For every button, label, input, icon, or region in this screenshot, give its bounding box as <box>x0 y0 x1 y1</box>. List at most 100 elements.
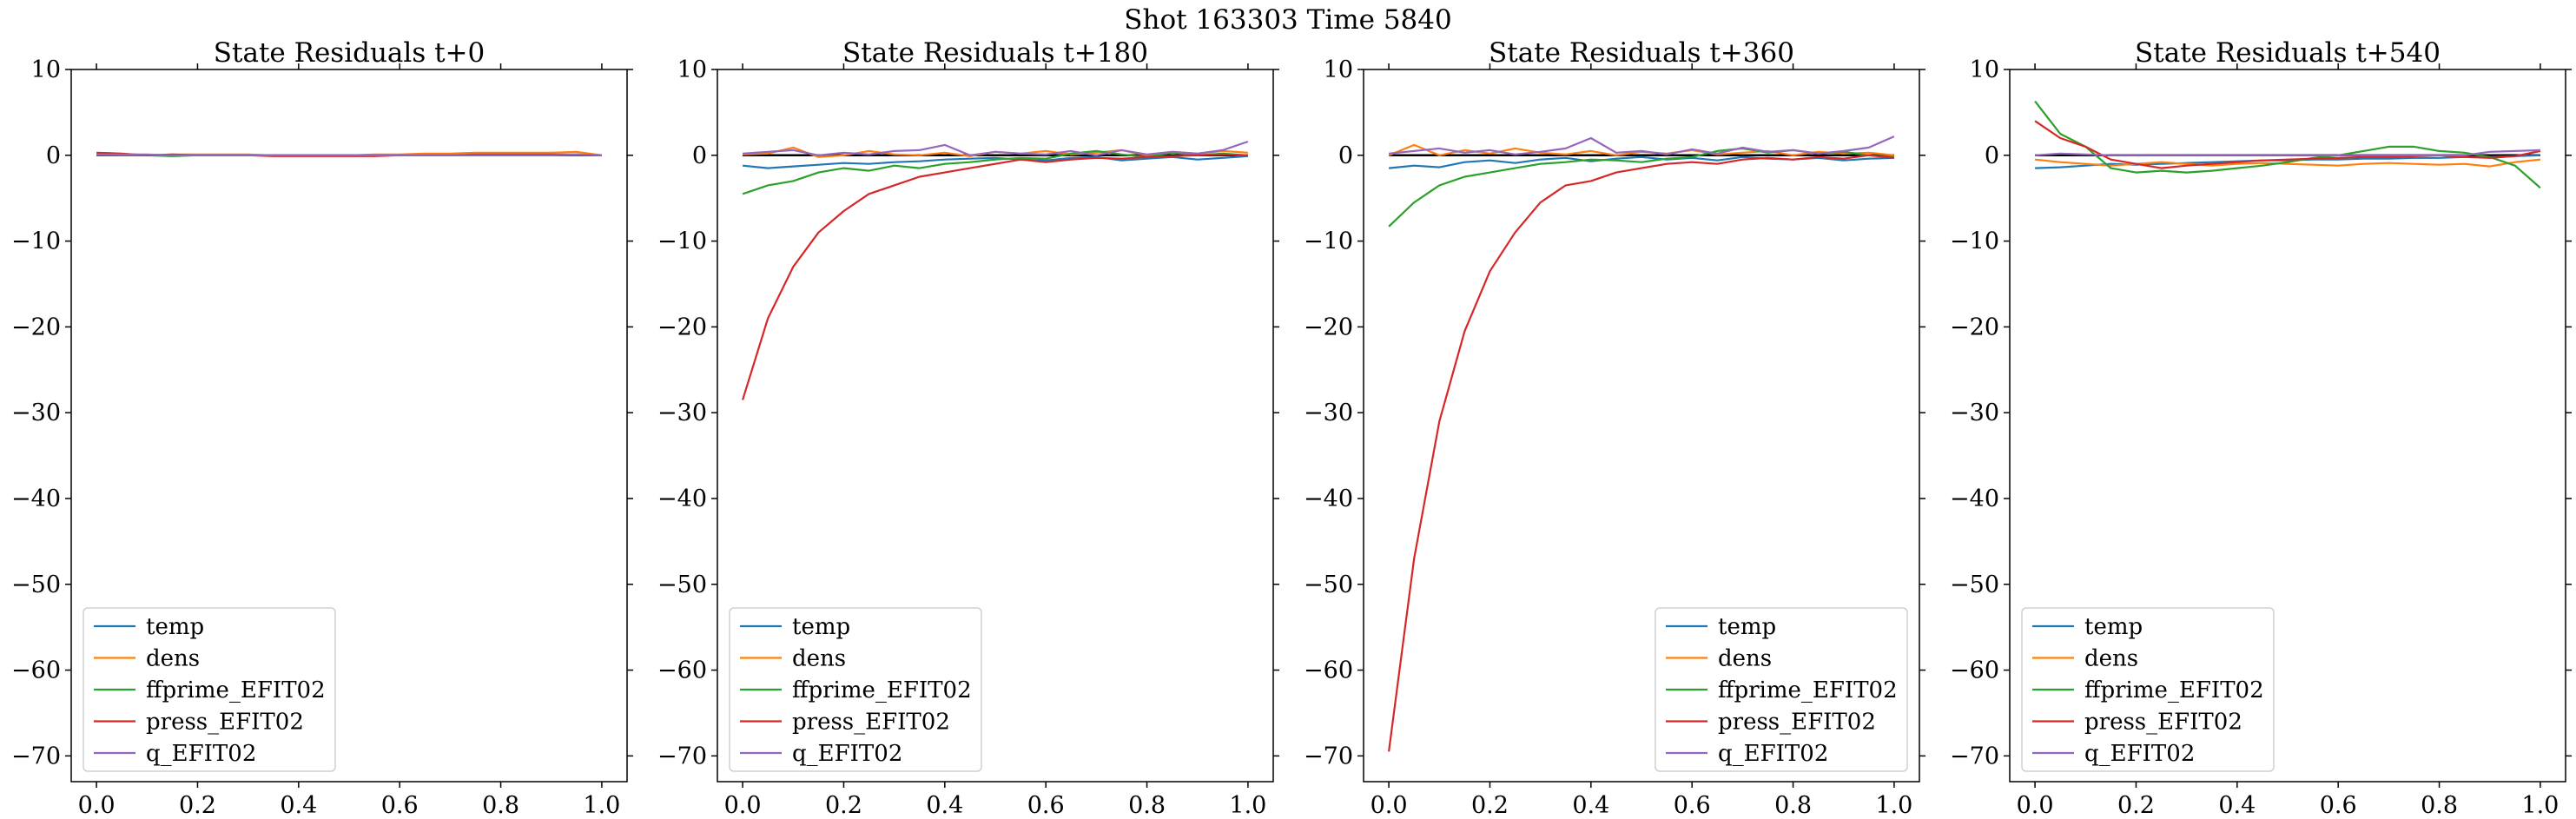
x-tick-label: 0.4 <box>280 792 317 819</box>
x-tick-label: 0.4 <box>926 792 963 819</box>
y-tick-label: −30 <box>11 400 61 426</box>
x-tick-label: 0.4 <box>2218 792 2256 819</box>
legend-label-dens: dens <box>1718 646 1772 672</box>
legend-label-q_EFIT02: q_EFIT02 <box>2084 741 2195 767</box>
series-line-temp <box>742 155 1248 169</box>
y-tick-label: 10 <box>1970 56 1999 83</box>
legend: temp dens ffprime_EFIT02 press_EFIT02 q_EFIT… <box>83 607 336 772</box>
x-tick-label: 0.6 <box>2320 792 2357 819</box>
y-tick-label: −10 <box>11 228 61 255</box>
y-tick-label: −60 <box>11 657 61 684</box>
y-tick-label: −40 <box>1304 485 1353 512</box>
chart-panel-2: State Residuals t+180 10 0 −10 −20 −30 −40 −50 −… <box>657 37 1279 819</box>
legend-label-press_EFIT02: press_EFIT02 <box>146 710 304 736</box>
y-tick-label: 0 <box>46 142 61 169</box>
x-tick-label: 1.0 <box>2521 792 2559 819</box>
y-tick-label: −10 <box>1950 228 1999 255</box>
x-tick-label: 0.2 <box>825 792 862 819</box>
legend: temp dens ffprime_EFIT02 press_EFIT02 q_EFIT… <box>1655 607 1908 772</box>
y-tick-label: −60 <box>1304 657 1353 684</box>
y-tick-label: −30 <box>1304 400 1353 426</box>
chart-panel-3: State Residuals t+360 10 0 −10 −20 −30 −40 −50 −… <box>1304 37 1925 819</box>
y-tick-label: −60 <box>1950 657 1999 684</box>
y-tick-label: −10 <box>1304 228 1353 255</box>
figure-suptitle: Shot 163303 Time 5840 <box>1124 4 1451 36</box>
chart-panel-4: State Residuals t+540 10 0 −10 −20 −30 −40 −50 −… <box>1950 37 2572 819</box>
y-tick-label: −20 <box>11 314 61 340</box>
legend-label-q_EFIT02: q_EFIT02 <box>792 741 902 767</box>
y-tick-label: 0 <box>1985 142 1999 169</box>
axes-frame <box>2009 69 2566 783</box>
y-tick-label: −40 <box>11 485 61 512</box>
y-tick-label: −50 <box>11 571 61 598</box>
legend-label-ffprime_EFIT02: ffprime_EFIT02 <box>146 677 326 703</box>
series-line-press_EFIT02 <box>742 153 1248 400</box>
x-tick-label: 0.0 <box>724 792 762 819</box>
y-tick-label: −30 <box>1950 400 1999 426</box>
chart-title: State Residuals t+360 <box>1489 37 1794 69</box>
y-tick-label: 10 <box>1324 56 1353 83</box>
x-tick-label: 0.2 <box>179 792 216 819</box>
x-tick-label: 0.8 <box>1128 792 1166 819</box>
y-tick-label: −70 <box>1304 743 1353 769</box>
x-tick-label: 0.8 <box>2421 792 2458 819</box>
legend-box <box>2021 607 2275 772</box>
x-tick-label: 1.0 <box>1875 792 1912 819</box>
series-line-dens <box>2034 158 2541 168</box>
y-tick-label: 10 <box>677 56 707 83</box>
x-tick-label: 0.0 <box>1371 792 1408 819</box>
legend: temp dens ffprime_EFIT02 press_EFIT02 q_EFIT… <box>729 607 982 772</box>
axes-frame <box>1363 69 1920 783</box>
x-tick-label: 1.0 <box>583 792 620 819</box>
subplots: State Residuals t+0 10 0 −10 −20 −30 −40 −50 −60… <box>11 37 2572 819</box>
y-tick-label: −50 <box>657 571 707 598</box>
legend-label-q_EFIT02: q_EFIT02 <box>1718 741 1828 767</box>
legend-label-ffprime_EFIT02: ffprime_EFIT02 <box>1718 677 1898 703</box>
legend-label-temp: temp <box>792 614 850 640</box>
x-tick-label: 0.6 <box>1674 792 1711 819</box>
legend-label-temp: temp <box>146 614 204 640</box>
chart-title: State Residuals t+540 <box>2135 37 2441 69</box>
y-tick-label: −10 <box>657 228 707 255</box>
y-tick-label: −50 <box>1950 571 1999 598</box>
series-line-q_EFIT02 <box>2035 149 2540 156</box>
series-line-ffprime_EFIT02 <box>2034 100 2541 189</box>
axes-frame <box>70 69 628 783</box>
x-tick-label: 0.2 <box>1471 792 1509 819</box>
y-tick-label: 0 <box>1338 142 1353 169</box>
y-tick-label: −30 <box>657 400 707 426</box>
y-tick-label: −40 <box>1950 485 1999 512</box>
chart-title: State Residuals t+180 <box>842 37 1148 69</box>
y-tick-label: −70 <box>11 743 61 769</box>
legend-label-temp: temp <box>2084 614 2143 640</box>
legend-label-ffprime_EFIT02: ffprime_EFIT02 <box>792 677 972 703</box>
x-tick-label: 0.6 <box>381 792 419 819</box>
legend: temp dens ffprime_EFIT02 press_EFIT02 q_EFIT… <box>2021 607 2275 772</box>
legend-label-dens: dens <box>146 646 200 672</box>
legend-label-temp: temp <box>1718 614 1776 640</box>
y-tick-label: −50 <box>1304 571 1353 598</box>
legend-label-dens: dens <box>2084 646 2138 672</box>
x-tick-label: 0.6 <box>1027 792 1065 819</box>
legend-label-q_EFIT02: q_EFIT02 <box>146 741 256 767</box>
axes-frame <box>717 69 1274 783</box>
x-tick-label: 0.2 <box>2117 792 2155 819</box>
series-line-press_EFIT02 <box>1388 154 1895 752</box>
x-tick-label: 0.8 <box>482 792 519 819</box>
series-line-press_EFIT02 <box>2034 120 2541 169</box>
legend-label-ffprime_EFIT02: ffprime_EFIT02 <box>2084 677 2264 703</box>
y-tick-label: −60 <box>657 657 707 684</box>
y-tick-label: 10 <box>31 56 61 83</box>
y-tick-label: 0 <box>692 142 707 169</box>
series-line-q_EFIT02 <box>743 140 1249 156</box>
x-tick-label: 0.0 <box>78 792 116 819</box>
y-tick-label: −20 <box>657 314 707 340</box>
legend-box <box>83 607 336 772</box>
y-tick-label: −40 <box>657 485 707 512</box>
series-line-q_EFIT02 <box>1388 135 1895 155</box>
legend-label-press_EFIT02: press_EFIT02 <box>792 710 950 736</box>
legend-label-press_EFIT02: press_EFIT02 <box>1718 710 1876 736</box>
legend-box <box>1655 607 1908 772</box>
chart-panel-1: State Residuals t+0 10 0 −10 −20 −30 −40 −50 −60… <box>11 37 633 819</box>
